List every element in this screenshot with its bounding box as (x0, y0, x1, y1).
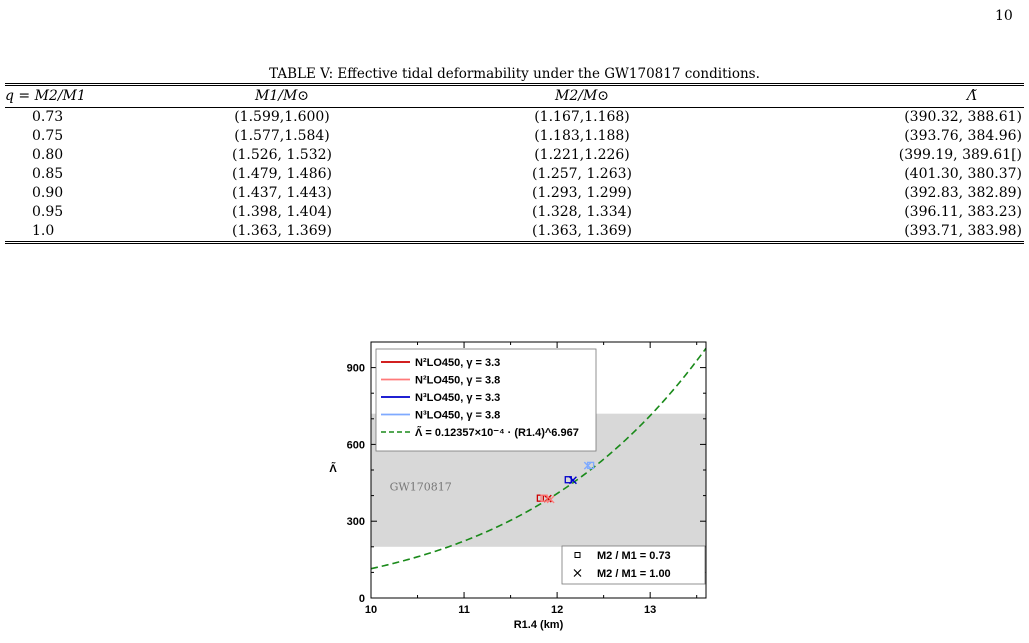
x-tick-label: 10 (365, 604, 377, 616)
data-point-cross (546, 495, 555, 504)
cell-lambda: (392.83, 382.89) (904, 185, 1022, 201)
y-tick-label: 900 (347, 363, 365, 375)
table-caption: TABLE V: Effective tidal deformability u… (269, 66, 760, 82)
data-point-cross (568, 476, 577, 485)
cell-q: 0.73 (32, 109, 64, 125)
cell-m1: (1.599,1.600) (234, 109, 330, 125)
legend-label: N²LO450, γ = 3.3 (415, 357, 500, 369)
y-axis-label: Λ̃ (329, 462, 337, 475)
cell-q: 1.0 (5, 222, 132, 244)
x-axis-label: R1.4 (km) (514, 619, 564, 631)
marker-legend-label: M2 / M1 = 0.73 (597, 550, 671, 562)
table-row: 0.80 (1.526, 1.532) (1.221,1.226) (399.19, … (5, 146, 1024, 165)
cell-lambda: (390.32, 388.61) (904, 109, 1022, 125)
tidal-deformability-table: q = M2/M1 M1/M⊙ M2/M⊙ Λ̃ 0.73 (1.599,1.60… (5, 83, 1024, 244)
cell-lambda: (396.11, 383.23) (904, 204, 1022, 220)
cell-m1: (1.398, 1.404) (232, 204, 332, 220)
cell-m1: (1.577,1.584) (234, 128, 330, 144)
cell-m2: (1.363, 1.369) (432, 222, 732, 244)
y-tick-label: 300 (347, 516, 365, 528)
data-point-square (540, 494, 548, 502)
data-point-square (536, 494, 545, 502)
data-point-square (564, 476, 572, 484)
legend-label: N³LO450, γ = 3.8 (415, 410, 500, 422)
legend-label: N²LO450, γ = 3.8 (415, 375, 500, 387)
legend-label: Λ̃ = 0.12357×10⁻⁴ · (R1.4)^6.967 (415, 426, 579, 439)
table-row: 0.75 (1.577,1.584) (1.183,1.188) (393.76, 3… (5, 127, 1024, 146)
table-row: 0.95 (1.398, 1.404) (1.328, 1.334) (396.11,… (5, 203, 1024, 222)
cell-q: 0.80 (32, 147, 64, 163)
cell-m1: (1.437, 1.443) (232, 185, 332, 201)
cell-m2: (1.221,1.226) (534, 147, 630, 163)
series-legend-box (375, 348, 597, 452)
marker-legend-square (574, 552, 581, 558)
fit-curve (371, 347, 706, 570)
cell-q: 0.95 (32, 204, 64, 220)
header-lambda: Λ̃ (732, 83, 1024, 108)
cell-m1: (1.479, 1.486) (232, 166, 332, 182)
marker-legend-box (561, 545, 706, 585)
cell-lambda: (393.71, 383.98) (732, 222, 1024, 244)
table-header-row: q = M2/M1 M1/M⊙ M2/M⊙ Λ̃ (5, 83, 1024, 108)
cell-lambda: (401.30, 380.37) (904, 166, 1022, 182)
cell-m1: (1.526, 1.532) (232, 147, 332, 163)
cell-q: 0.85 (32, 166, 64, 182)
header-q: q = M2/M1 (5, 83, 132, 108)
table-row: 0.90 (1.437, 1.443) (1.293, 1.299) (392.83,… (5, 184, 1024, 203)
marker-legend-cross (573, 569, 582, 577)
cell-m1: (1.363, 1.369) (132, 222, 432, 244)
x-tick-label: 11 (458, 604, 470, 616)
legend-label: N³LO450, γ = 3.3 (415, 392, 500, 404)
table-row: 0.73 (1.599,1.600) (1.167,1.168) (390.32, 3… (5, 108, 1024, 128)
table-row: 0.85 (1.479, 1.486) (1.257, 1.263) (401.30,… (5, 165, 1024, 184)
band-label: GW170817 (390, 480, 452, 493)
cell-q: 0.75 (32, 128, 64, 144)
marker-legend-label: M2 / M1 = 1.00 (597, 568, 671, 580)
cell-m2: (1.183,1.188) (534, 128, 630, 144)
y-tick-label: 0 (359, 593, 365, 605)
data-point-cross (583, 461, 592, 470)
cell-m2: (1.293, 1.299) (532, 185, 632, 201)
cell-lambda: (399.19, 389.61[) (898, 147, 1022, 163)
cell-m2: (1.257, 1.263) (532, 166, 632, 182)
table-row: 1.0 (1.363, 1.369) (1.363, 1.369) (393.71, … (5, 222, 1024, 244)
cell-lambda: (393.76, 384.96) (904, 128, 1022, 144)
page-number: 10 (995, 8, 1013, 24)
x-tick-label: 13 (644, 604, 656, 616)
cell-q: 0.90 (32, 185, 64, 201)
header-m1: M1/M⊙ (132, 83, 432, 108)
y-tick-label: 600 (347, 439, 365, 451)
cell-m2: (1.167,1.168) (534, 109, 630, 125)
x-tick-label: 12 (551, 604, 563, 616)
cell-m2: (1.328, 1.334) (532, 204, 632, 220)
header-m2: M2/M⊙ (432, 83, 732, 108)
